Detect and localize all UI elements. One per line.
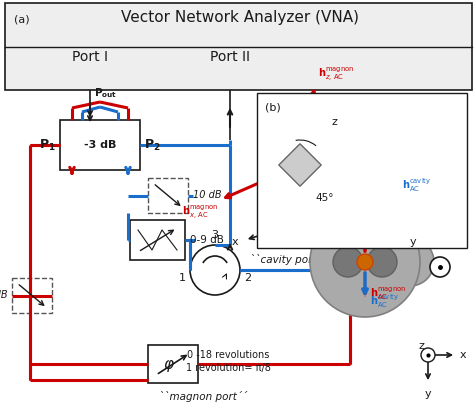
Text: $\mathbf{h}_{x,\,\mathrm{AC}}^{\mathrm{magnon}}$: $\mathbf{h}_{x,\,\mathrm{AC}}^{\mathrm{m… [182, 203, 218, 221]
Text: $\mathbf{h}_{\mathrm{AC}}^{\mathrm{magnon}}$: $\mathbf{h}_{\mathrm{AC}}^{\mathrm{magno… [370, 234, 407, 250]
Text: $\mathbf{h}_{z,\,\mathrm{AC}}^{\mathrm{magnon}}$: $\mathbf{h}_{z,\,\mathrm{AC}}^{\mathrm{m… [318, 65, 355, 83]
Polygon shape [279, 144, 321, 186]
Text: 0 -18 revolutions: 0 -18 revolutions [187, 350, 269, 360]
Text: 10 dB: 10 dB [0, 290, 8, 301]
Text: $B_{\mathrm{ext}}$: $B_{\mathrm{ext}}$ [420, 234, 444, 249]
Bar [130, 220, 185, 260]
Text: Port II: Port II [210, 50, 250, 64]
Circle shape [333, 247, 363, 277]
Text: 3: 3 [211, 230, 219, 240]
Text: 1 revolution= π/8: 1 revolution= π/8 [185, 363, 271, 373]
Bar [5, 3, 472, 90]
Text: $\mathbf{P_2}$: $\mathbf{P_2}$ [144, 137, 161, 153]
Text: $\mathbf{h}_{\mathrm{AC}}^{\mathrm{cavity}}$: $\mathbf{h}_{\mathrm{AC}}^{\mathrm{cavit… [370, 292, 400, 310]
Text: z: z [332, 117, 338, 127]
Text: -3 dB: -3 dB [84, 140, 116, 150]
Text: $\mathbf{h}_{\mathrm{AC}}^{\mathrm{cavity}}$: $\mathbf{h}_{\mathrm{AC}}^{\mathrm{cavit… [402, 176, 431, 194]
Circle shape [310, 207, 420, 317]
Text: $\varphi$: $\varphi$ [163, 358, 175, 374]
Text: 1: 1 [179, 273, 186, 283]
Text: ``cavity port´´: ``cavity port´´ [250, 254, 327, 265]
Text: 45°: 45° [315, 193, 334, 203]
Text: Port I: Port I [72, 50, 108, 64]
Circle shape [386, 238, 434, 286]
Text: 10 dB: 10 dB [193, 190, 222, 200]
Text: $\mathbf{P}_{\mathbf{out}}$: $\mathbf{P}_{\mathbf{out}}$ [94, 86, 117, 100]
Circle shape [367, 247, 397, 277]
Text: Vector Network Analyzer (VNA): Vector Network Analyzer (VNA) [121, 10, 359, 25]
Circle shape [357, 254, 373, 270]
Text: 2: 2 [244, 273, 251, 283]
Circle shape [430, 257, 450, 277]
Bar [257, 93, 467, 248]
Bar [12, 278, 52, 313]
Text: y: y [425, 389, 431, 399]
Text: y: y [410, 237, 417, 247]
Text: $\mathbf{P_1}$: $\mathbf{P_1}$ [39, 137, 56, 153]
Text: (a): (a) [14, 14, 29, 24]
Bar [60, 120, 140, 170]
Text: ``magnon port´´: ``magnon port´´ [159, 391, 247, 402]
Bar [148, 178, 188, 213]
Circle shape [190, 245, 240, 295]
Text: (b): (b) [265, 103, 281, 113]
Text: $\mathbf{h}_{\mathrm{AC}}^{\mathrm{magnon}}$: $\mathbf{h}_{\mathrm{AC}}^{\mathrm{magno… [370, 286, 407, 302]
Bar [148, 345, 198, 383]
Text: x: x [460, 350, 466, 360]
Text: x: x [231, 237, 238, 247]
Text: z: z [418, 341, 424, 351]
Text: 0-9 dB: 0-9 dB [190, 235, 224, 245]
Circle shape [421, 348, 435, 362]
